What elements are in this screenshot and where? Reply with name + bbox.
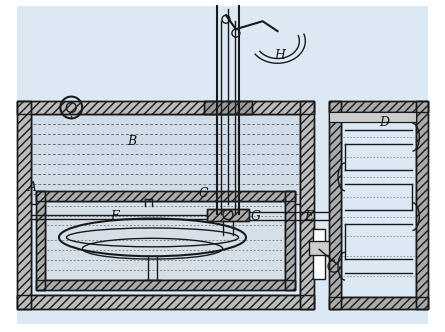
Bar xyxy=(329,297,428,309)
Bar xyxy=(309,241,329,255)
Bar xyxy=(300,101,314,309)
Bar xyxy=(417,101,428,309)
Text: C: C xyxy=(198,187,208,200)
Bar xyxy=(17,101,31,309)
Bar xyxy=(329,101,428,113)
Bar xyxy=(329,113,417,123)
Bar xyxy=(417,101,428,309)
Text: F: F xyxy=(110,210,119,223)
Text: B: B xyxy=(128,134,137,148)
Bar xyxy=(17,101,31,309)
Bar xyxy=(36,191,295,201)
Bar xyxy=(207,208,249,220)
Text: G: G xyxy=(251,210,261,223)
Bar xyxy=(329,101,341,309)
Bar xyxy=(286,191,295,290)
Text: H: H xyxy=(275,49,285,62)
Bar xyxy=(36,191,45,290)
Bar xyxy=(36,191,45,290)
Bar xyxy=(45,201,286,280)
Bar xyxy=(329,101,341,309)
Text: E: E xyxy=(304,210,313,223)
Text: A: A xyxy=(28,181,37,194)
Bar xyxy=(329,101,428,113)
Bar xyxy=(17,295,314,309)
Bar xyxy=(300,101,314,309)
Bar xyxy=(31,115,300,204)
Text: D: D xyxy=(379,117,389,129)
Bar xyxy=(313,229,325,279)
Bar xyxy=(341,113,417,297)
Bar xyxy=(286,191,295,290)
Bar xyxy=(31,115,300,295)
Bar xyxy=(329,297,428,309)
Bar xyxy=(17,101,314,115)
Bar xyxy=(36,191,295,201)
Bar xyxy=(17,295,314,309)
Bar xyxy=(36,280,295,290)
Bar xyxy=(204,101,252,115)
Bar xyxy=(207,208,249,220)
Bar xyxy=(17,101,314,115)
Bar xyxy=(204,101,252,115)
Bar xyxy=(36,280,295,290)
